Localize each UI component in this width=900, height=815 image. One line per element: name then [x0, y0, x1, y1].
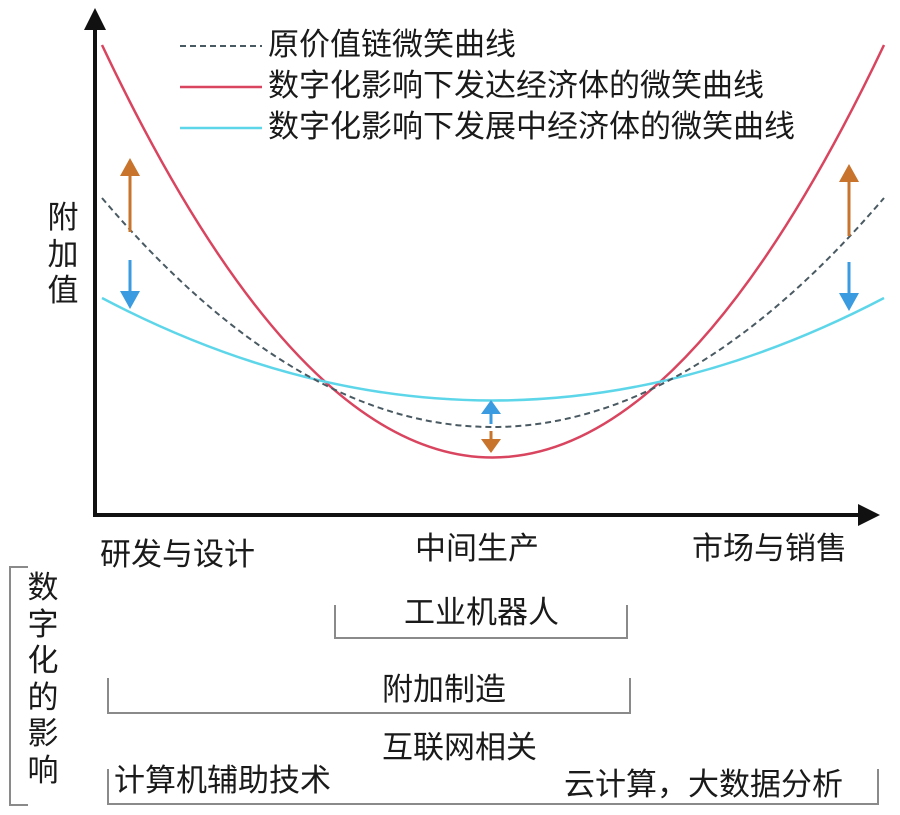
y-axis-label: 附 加 值 [46, 200, 80, 310]
impact-computer-aided-tech: 计算机辅助技术 [114, 763, 331, 799]
stage-production: 中间生产 [415, 531, 539, 567]
developing-economy-curve [101, 296, 885, 402]
legend-label-developing: 数字化影响下发展中经济体的微笑曲线 [268, 109, 795, 145]
impact-internet-related: 互联网相关 [382, 730, 537, 766]
middle-down-arrowhead [481, 439, 501, 453]
internet-bracket [107, 769, 879, 805]
left-down-arrowhead [120, 291, 140, 309]
y-axis-label-char: 附 [47, 200, 79, 236]
impact-industrial-robots: 工业机器人 [404, 595, 559, 631]
y-axis-arrowhead [84, 8, 106, 30]
left-up-arrowhead [120, 158, 140, 176]
impact-frame-bracket [9, 566, 28, 806]
digital-impact-label-char: 的 [27, 679, 59, 716]
y-axis-label-char: 值 [47, 273, 79, 310]
digital-impact-label: 数 字 化 的 影 响 [26, 570, 60, 789]
robots-bracket [334, 605, 628, 639]
legend-label-developed: 数字化影响下发达经济体的微笑曲线 [268, 68, 764, 104]
digital-impact-label-char: 数 [27, 570, 59, 606]
additive-bracket [107, 678, 631, 714]
right-down-arrowhead [839, 293, 859, 311]
middle-up-arrowhead [481, 400, 501, 414]
developed-economy-curve [100, 44, 886, 459]
digital-impact-label-char: 影 [27, 716, 59, 753]
digital-impact-label-char: 响 [27, 752, 59, 789]
right-up-arrowhead [839, 164, 859, 182]
digital-impact-label-char: 化 [27, 643, 59, 680]
legend-label-original: 原价值链微笑曲线 [268, 27, 516, 63]
digital-impact-label-char: 字 [27, 606, 59, 643]
y-axis-label-char: 加 [47, 236, 79, 273]
stage-marketing-sales: 市场与销售 [692, 531, 847, 567]
original-value-chain-curve [101, 197, 885, 428]
impact-cloud-big-data: 云计算，大数据分析 [564, 767, 843, 803]
stage-rd-design: 研发与设计 [100, 537, 255, 573]
x-axis-arrowhead [858, 504, 880, 526]
impact-additive-manufacturing: 附加制造 [382, 672, 506, 708]
